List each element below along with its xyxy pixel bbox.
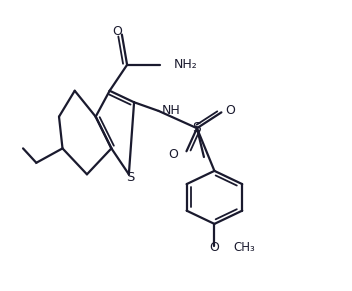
Text: O: O [226, 104, 235, 117]
Text: O: O [113, 24, 122, 38]
Text: O: O [209, 241, 219, 254]
Text: NH₂: NH₂ [174, 58, 197, 71]
Text: /: / [35, 163, 36, 164]
Text: O: O [168, 148, 178, 161]
Text: NH: NH [162, 104, 181, 117]
Text: CH₃: CH₃ [234, 241, 255, 254]
Text: S: S [126, 171, 135, 184]
Text: S: S [193, 121, 201, 135]
